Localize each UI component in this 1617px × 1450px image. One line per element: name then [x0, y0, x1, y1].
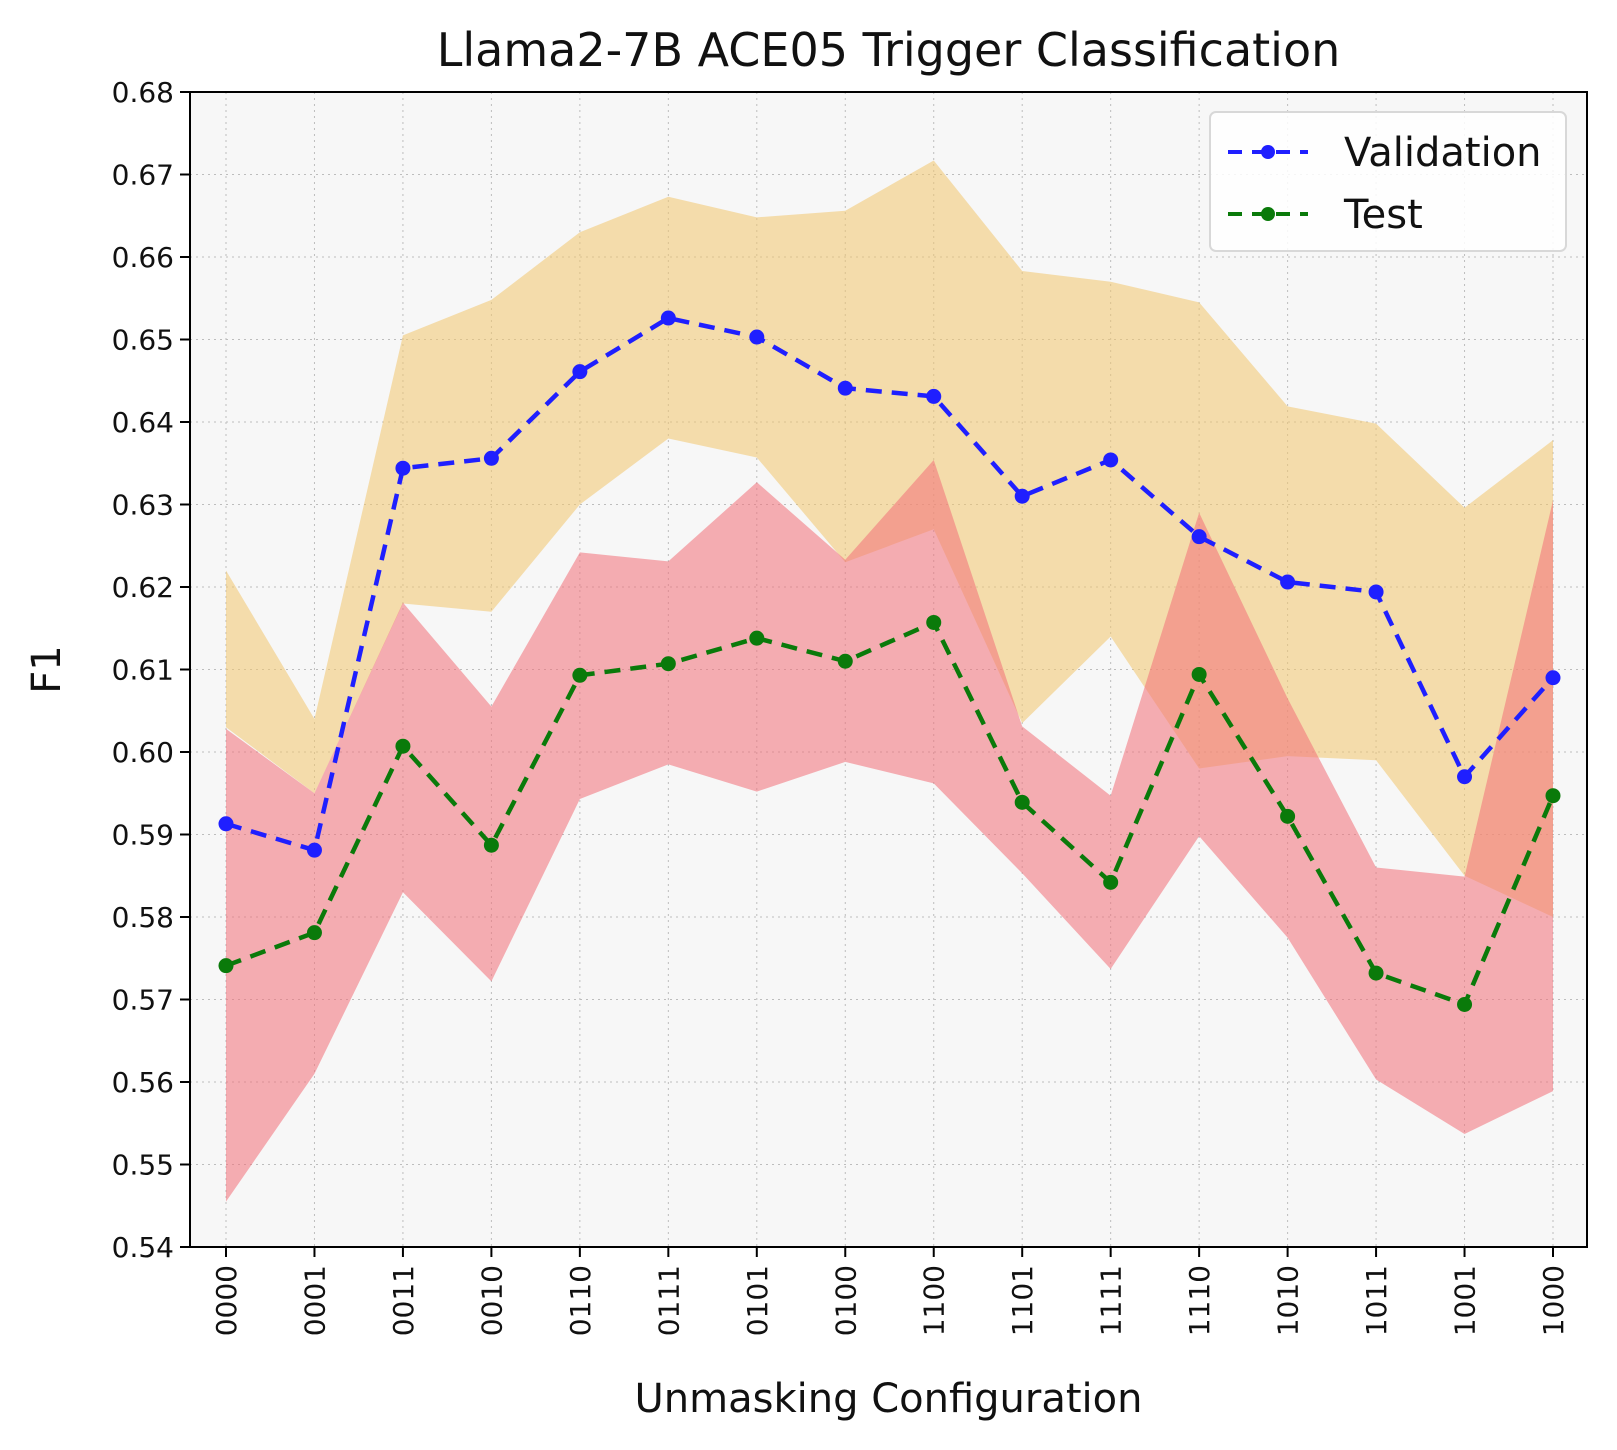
- y-tick-label: 0.66: [112, 241, 174, 274]
- x-tick-label: 0101: [741, 1265, 774, 1336]
- x-axis-label: Unmasking Configuration: [635, 1376, 1143, 1422]
- y-tick-label: 0.63: [112, 489, 174, 522]
- x-tick-label: 1111: [1095, 1265, 1128, 1336]
- test-data-point: [1103, 874, 1119, 890]
- test-confidence-band: [226, 459, 1553, 1202]
- test-data-point: [1368, 965, 1384, 981]
- x-tick-label: 1101: [1006, 1265, 1039, 1336]
- test-data-point: [926, 614, 942, 630]
- test-data-point: [395, 738, 411, 754]
- validation-data-point: [660, 310, 676, 326]
- legend-box: [1209, 111, 1567, 252]
- validation-data-point: [1191, 529, 1207, 545]
- x-tick-label: 1110: [1183, 1265, 1216, 1336]
- y-tick-label: 0.67: [112, 159, 174, 192]
- x-tick-label: 1011: [1360, 1265, 1393, 1336]
- chart-title: Llama2-7B ACE05 Trigger Classification: [437, 23, 1341, 77]
- test-data-point: [306, 925, 322, 941]
- legend-test-label: Test: [1343, 192, 1423, 238]
- y-tick-label: 0.58: [112, 901, 174, 934]
- validation-data-point: [218, 816, 234, 832]
- y-tick-label: 0.65: [112, 324, 174, 357]
- x-tick-label: 0000: [210, 1265, 243, 1336]
- test-data-point: [218, 958, 234, 974]
- validation-data-point: [1103, 452, 1119, 468]
- x-tick-label: 1000: [1537, 1265, 1570, 1336]
- test-data-point: [1545, 788, 1561, 804]
- y-tick-label: 0.61: [112, 654, 174, 687]
- confidence-band-layer: [226, 160, 1553, 1202]
- legend: Validation Test: [1209, 111, 1567, 252]
- y-tick-label: 0.56: [112, 1066, 174, 1099]
- x-tick-label: 1100: [918, 1265, 951, 1336]
- test-data-point: [1191, 666, 1207, 682]
- validation-data-point: [306, 842, 322, 858]
- x-tick-label: 0011: [387, 1265, 420, 1336]
- legend-validation-label: Validation: [1344, 130, 1542, 176]
- test-data-point: [660, 656, 676, 672]
- test-data-point: [1014, 794, 1030, 810]
- y-tick-label: 0.55: [112, 1149, 174, 1182]
- test-data-point: [749, 630, 765, 646]
- x-tick-label: 0100: [829, 1265, 862, 1336]
- validation-data-point: [1368, 584, 1384, 600]
- x-tick-label: 1010: [1272, 1265, 1305, 1336]
- y-tick-label: 0.64: [112, 406, 174, 439]
- test-series-line: [225, 620, 1556, 1007]
- y-tick-label: 0.54: [112, 1231, 174, 1264]
- test-data-point: [837, 653, 853, 669]
- test-data-point: [483, 837, 499, 853]
- test-data-point: [1280, 808, 1296, 824]
- series-layer: [218, 310, 1561, 1012]
- validation-data-point: [1457, 769, 1473, 785]
- validation-series-line: [225, 315, 1555, 853]
- legend-test-marker: [1261, 207, 1275, 221]
- y-tick-label: 0.60: [112, 736, 174, 769]
- y-axis-label: F1: [24, 645, 70, 693]
- validation-data-point: [749, 329, 765, 345]
- legend-validation-marker: [1261, 145, 1275, 159]
- validation-data-point: [837, 380, 853, 396]
- y-tick-label: 0.68: [112, 76, 174, 109]
- validation-data-point: [1545, 670, 1561, 686]
- validation-data-point: [395, 460, 411, 476]
- x-tick-label: 0001: [298, 1265, 331, 1336]
- test-data-point: [1457, 996, 1473, 1012]
- validation-data-point: [483, 450, 499, 466]
- axis-layer: 0.54 0.55 0.56 0.57 0.58 0.59 0.60 0.61 0.62 0.63…: [112, 76, 1588, 1336]
- y-tick-label: 0.62: [112, 571, 174, 604]
- x-tick-label: 0111: [652, 1265, 685, 1336]
- validation-data-point: [1280, 574, 1296, 590]
- validation-data-point: [926, 388, 942, 404]
- x-tick-label: 0110: [564, 1265, 597, 1336]
- y-tick-label: 0.57: [112, 984, 174, 1017]
- y-tick-label: 0.59: [112, 819, 174, 852]
- validation-data-point: [572, 364, 588, 380]
- validation-data-point: [1014, 488, 1030, 504]
- x-tick-label: 1001: [1449, 1265, 1482, 1336]
- test-data-point: [572, 667, 588, 683]
- x-tick-label: 0010: [475, 1265, 508, 1336]
